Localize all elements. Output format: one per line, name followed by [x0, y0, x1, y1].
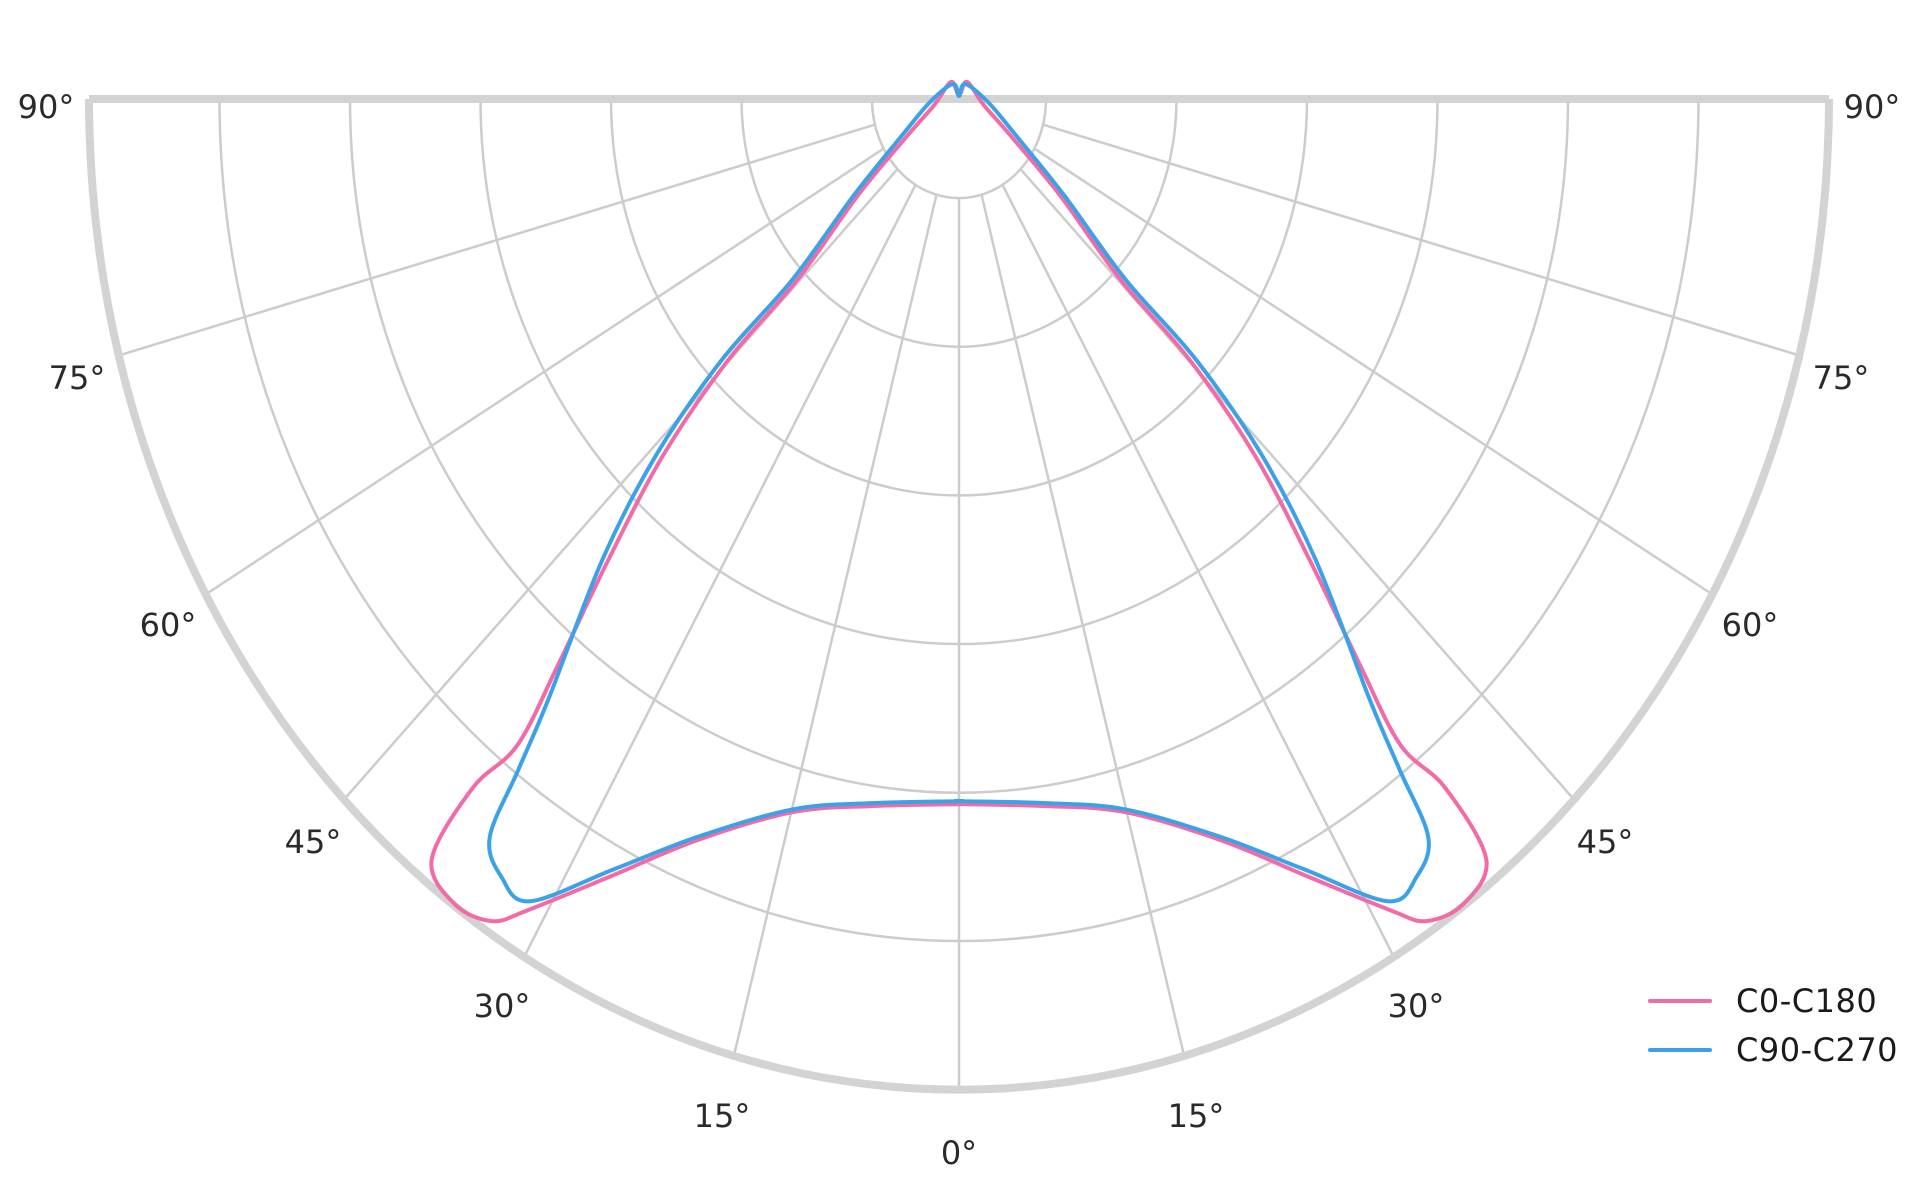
legend-label-c90-c270: C90-C270 [1736, 1031, 1899, 1069]
radial-gridline [522, 184, 917, 958]
outer-boundary-arc [85, 98, 1833, 1094]
radial-gridline [1033, 147, 1714, 596]
angle-tick-label: 45° [285, 823, 342, 861]
curve-c90-c270 [487, 82, 1431, 904]
legend-item-c0-c180: C0-C180 [1648, 982, 1898, 1020]
angle-tick-label: 60° [140, 606, 197, 644]
angle-tick-label: 30° [474, 987, 531, 1025]
radial-gridline [1019, 168, 1576, 801]
radial-gridline [342, 168, 899, 801]
angle-tick-label: 15° [1168, 1097, 1225, 1135]
legend: C0-C180 C90-C270 [1648, 982, 1898, 1069]
angle-tick-label: 0° [941, 1134, 977, 1172]
angle-tick-label: 45° [1577, 823, 1634, 861]
radial-gridline [1001, 184, 1396, 958]
radial-gridline [1042, 123, 1800, 357]
radial-gridline [204, 147, 885, 596]
angle-tick-label: 60° [1722, 606, 1779, 644]
legend-label-c0-c180: C0-C180 [1736, 982, 1878, 1020]
radial-gridline [980, 194, 1186, 1057]
angle-tick-label: 90° [18, 88, 75, 126]
angle-tick-label: 30° [1388, 987, 1445, 1025]
angle-tick-label: 90° [1844, 88, 1901, 126]
angle-tick-label: 15° [694, 1097, 751, 1135]
angle-tick-label: 75° [1813, 359, 1870, 397]
angle-tick-label: 75° [49, 359, 106, 397]
legend-swatch-c90-c270 [1648, 1048, 1712, 1052]
legend-swatch-c0-c180 [1648, 999, 1712, 1003]
radial-gridline [732, 194, 938, 1057]
radial-gridline [118, 123, 876, 357]
legend-item-c90-c270: C90-C270 [1648, 1031, 1898, 1069]
